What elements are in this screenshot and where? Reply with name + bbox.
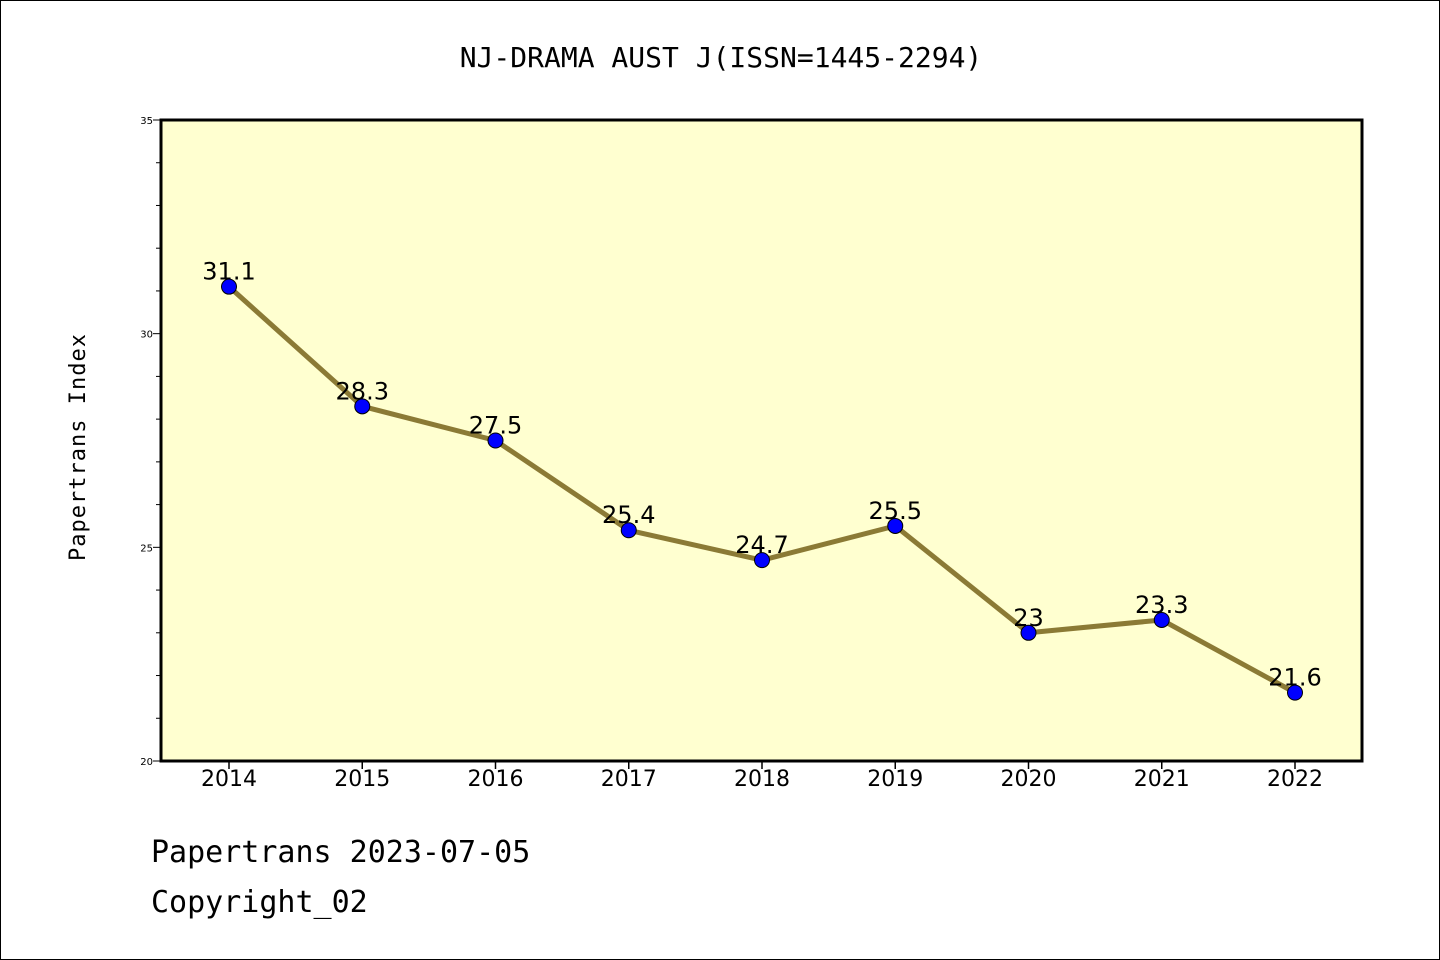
y-axis-label: Papertrans Index xyxy=(66,333,91,561)
data-point xyxy=(221,278,237,295)
chart-title: NJ-DRAMA AUST J(ISSN=1445-2294) xyxy=(460,41,983,74)
data-label: 25.5 xyxy=(869,497,922,525)
x-tick-label: 2016 xyxy=(468,767,524,792)
x-tick-label: 2017 xyxy=(601,767,657,792)
data-point xyxy=(487,432,504,449)
y-tick-label: 35 xyxy=(140,116,153,127)
footer-date: Papertrans 2023-07-05 xyxy=(151,835,531,870)
y-tick-label: 30 xyxy=(140,330,153,341)
footer-copyright: Copyright_02 xyxy=(151,885,368,920)
x-tick-label: 2014 xyxy=(201,767,257,792)
x-tick-label: 2022 xyxy=(1267,767,1323,792)
data-point xyxy=(887,517,904,534)
data-label: 23.3 xyxy=(1135,591,1188,619)
data-label: 24.7 xyxy=(735,531,788,559)
data-label: 31.1 xyxy=(202,258,255,286)
x-tick-label: 2020 xyxy=(1001,767,1057,792)
data-label: 28.3 xyxy=(336,377,389,405)
x-tick-label: 2021 xyxy=(1134,767,1190,792)
data-point xyxy=(1020,624,1037,641)
y-axis: 20 25 30 35 xyxy=(140,116,161,768)
x-axis: 2014 2015 2016 2017 2018 2019 2020 2021 2022 xyxy=(201,761,1323,792)
data-point xyxy=(754,552,770,569)
data-label: 27.5 xyxy=(469,412,522,440)
y-tick-label: 25 xyxy=(140,543,153,554)
plot-area xyxy=(159,118,1364,763)
data-point xyxy=(1287,684,1303,701)
data-label: 23 xyxy=(1013,604,1044,632)
x-tick-label: 2015 xyxy=(334,767,390,792)
series-layer: 31.1 28.3 27.5 25.4 24.7 25.5 23 23.3 21.6 xyxy=(202,258,1322,701)
x-tick-label: 2019 xyxy=(867,767,923,792)
data-point xyxy=(1153,611,1170,628)
x-tick-label: 2018 xyxy=(734,767,790,792)
data-label: 25.4 xyxy=(602,501,655,529)
y-tick-label: 20 xyxy=(140,757,153,768)
data-label: 21.6 xyxy=(1268,664,1321,692)
data-point xyxy=(354,398,371,415)
data-point xyxy=(620,522,637,539)
